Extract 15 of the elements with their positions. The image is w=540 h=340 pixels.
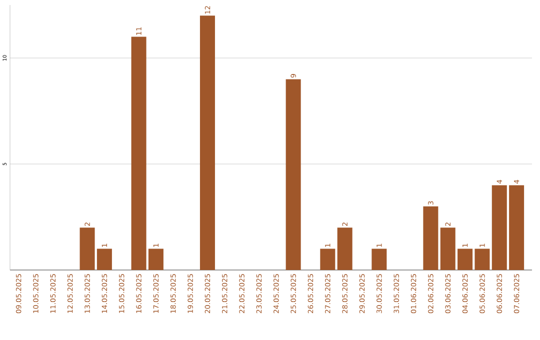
- bar: [96, 248, 112, 270]
- bar: [286, 79, 301, 270]
- bar: [509, 185, 524, 270]
- bar: [320, 248, 336, 270]
- bar: [131, 36, 146, 270]
- bar: [440, 228, 456, 270]
- bar: [337, 228, 352, 270]
- bar: [423, 206, 438, 270]
- bar: [80, 228, 95, 270]
- bar: [458, 248, 473, 270]
- bar: [148, 248, 164, 270]
- bar: [200, 16, 215, 270]
- bar: [372, 248, 387, 270]
- bar: [492, 185, 507, 270]
- bar: [474, 248, 490, 270]
